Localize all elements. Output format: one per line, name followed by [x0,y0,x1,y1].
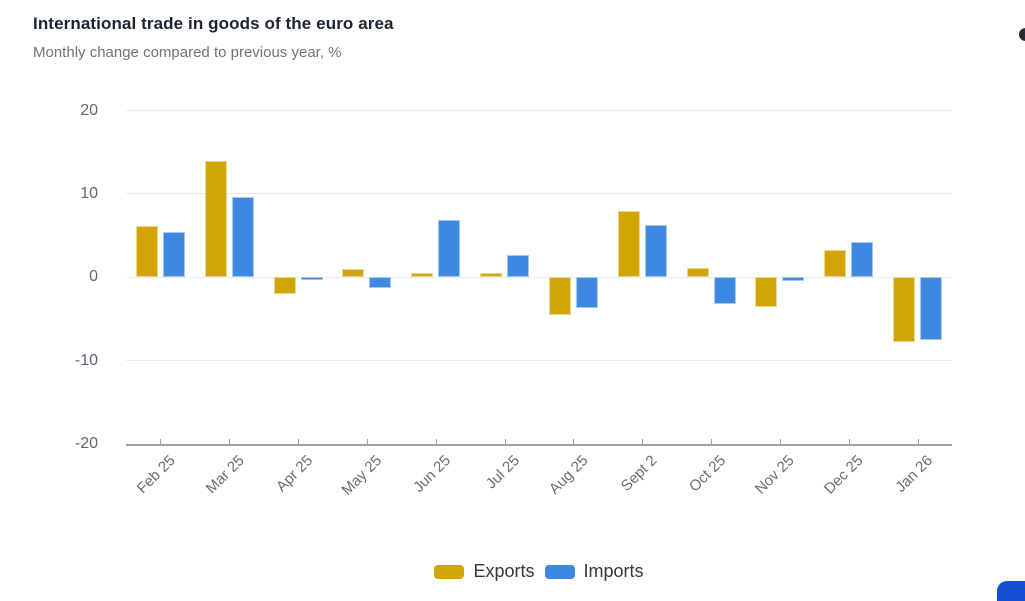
y-axis-tick-label: 10 [80,184,98,202]
bar-imports-nov-25[interactable] [782,277,805,281]
gridline-10 [126,193,952,195]
bar-imports-may-25[interactable] [369,277,392,289]
x-axis-tick-label: Dec 25 [821,452,867,498]
gridline--10 [126,360,952,362]
axis-tick [229,438,231,444]
x-axis-tick-label: Aug 25 [545,452,592,498]
y-axis-tick-label: 20 [80,101,98,119]
x-axis-tick-label: Jun 25 [409,452,454,496]
axis-tick [366,438,368,444]
x-axis-tick-label: Jul 25 [482,452,523,493]
bar-imports-aug-25[interactable] [575,277,598,309]
legend-label-exports: Exports [473,561,535,581]
legend-label-imports: Imports [583,561,644,581]
legend-item-imports[interactable]: Imports [544,561,644,582]
axis-tick [917,438,919,444]
bar-exports-dec-25[interactable] [824,249,847,278]
y-axis-tick-label: -10 [74,351,98,369]
bar-imports-jan-26[interactable] [920,277,943,340]
bar-exports-mar-25[interactable] [204,160,227,278]
exports-swatch-icon [434,564,465,579]
bar-imports-sept-2[interactable] [644,224,667,278]
bar-exports-jan-26[interactable] [893,277,916,343]
bar-exports-jul-25[interactable] [480,273,503,278]
bar-imports-oct-25[interactable] [713,277,736,305]
bar-exports-sept-2[interactable] [617,211,640,278]
bar-exports-jun-25[interactable] [411,273,434,278]
bar-imports-feb-25[interactable] [162,232,185,278]
axis-tick [298,438,300,444]
axis-tick [779,438,781,444]
axis-tick [642,438,644,444]
x-axis-line [126,443,952,446]
dot-icon [1019,28,1025,41]
bar-imports-apr-25[interactable] [300,277,323,280]
legend-item-exports[interactable]: Exports [434,561,535,582]
x-axis-tick-label: May 25 [338,452,385,499]
x-axis-tick-label: Jan 26 [891,452,936,496]
y-axis-tick-label: -20 [74,435,98,453]
x-axis-tick-label: Feb 25 [133,452,179,498]
x-axis-tick-label: Nov 25 [752,452,798,498]
bar-exports-may-25[interactable] [342,269,365,278]
axis-tick [504,438,506,444]
imports-swatch-icon [544,564,575,579]
bar-exports-feb-25[interactable] [135,225,158,278]
bar-imports-mar-25[interactable] [231,197,254,278]
chart-title: International trade in goods of the euro… [33,14,394,33]
floating-action-button-corner[interactable] [997,581,1025,601]
axis-tick [435,438,437,444]
bar-imports-jul-25[interactable] [507,254,530,278]
axis-tick [848,438,850,444]
gridline-20 [126,110,952,111]
x-axis-tick-label: Sept 2 [617,452,661,495]
legend: Exports Imports [126,561,952,582]
x-axis-tick-label: Apr 25 [272,452,317,496]
bar-exports-oct-25[interactable] [686,268,709,278]
gridline-0 [126,276,952,278]
bar-imports-dec-25[interactable] [851,241,874,278]
x-axis-tick-label: Oct 25 [685,452,730,496]
bar-exports-aug-25[interactable] [548,277,571,315]
axis-tick [573,438,575,444]
y-axis-tick-label: 0 [89,268,98,286]
x-axis-tick-label: Mar 25 [202,452,248,498]
axis-tick [160,438,162,444]
chart-subtitle: Monthly change compared to previous year… [33,44,342,61]
bar-imports-jun-25[interactable] [438,219,461,278]
axis-tick [711,438,713,444]
bar-exports-nov-25[interactable] [755,277,778,307]
bar-exports-apr-25[interactable] [273,277,296,295]
